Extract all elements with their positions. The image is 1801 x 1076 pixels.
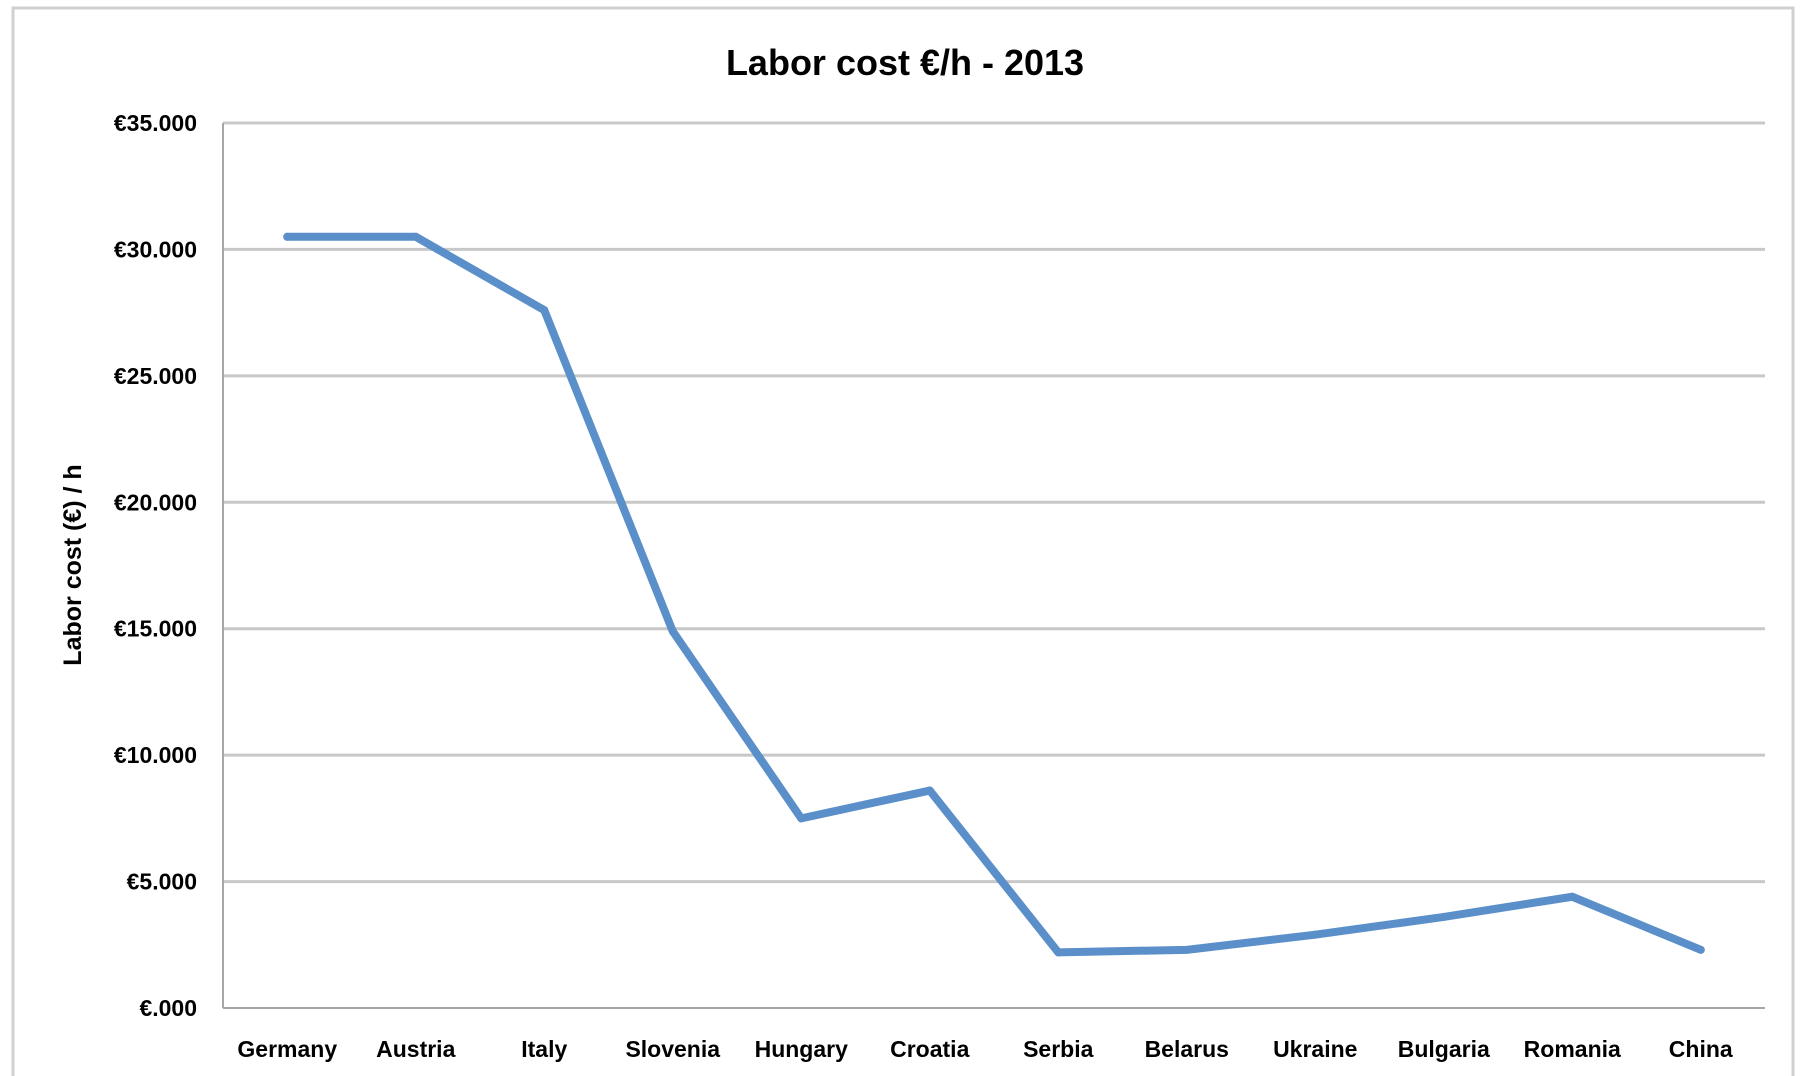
- data-point: [1568, 892, 1577, 901]
- data-point: [925, 786, 934, 795]
- y-tick-labels: €.000 €5.000 €10.000 €15.000 €20.000 €25.000 €…: [114, 110, 197, 1021]
- chart-title: Labor cost €/h - 2013: [726, 42, 1084, 83]
- x-tick-label: Romania: [1524, 1036, 1621, 1062]
- data-point: [1696, 945, 1705, 954]
- x-tick-label: Slovenia: [625, 1036, 720, 1062]
- x-tick-label: Belarus: [1145, 1036, 1229, 1062]
- x-tick-label: Italy: [521, 1036, 567, 1062]
- x-tick-label: Ukraine: [1273, 1036, 1357, 1062]
- data-point: [797, 814, 806, 823]
- data-point: [411, 232, 420, 241]
- x-tick-label: Serbia: [1023, 1036, 1094, 1062]
- y-tick-label: €10.000: [114, 742, 197, 768]
- y-tick-label: €5.000: [127, 869, 197, 895]
- data-point: [1182, 945, 1191, 954]
- y-axis-title: Labor cost (€) / h: [59, 464, 87, 665]
- x-tick-label: Croatia: [890, 1036, 969, 1062]
- y-tick-label: €35.000: [114, 110, 197, 136]
- data-point: [283, 232, 292, 241]
- y-tick-label: €25.000: [114, 363, 197, 389]
- y-tick-label: €30.000: [114, 236, 197, 262]
- data-point: [668, 627, 677, 636]
- x-tick-label: Hungary: [755, 1036, 849, 1062]
- chart-border: [11, 6, 1795, 1076]
- axes: [222, 123, 1765, 1009]
- y-tick-label: €20.000: [114, 489, 197, 515]
- y-tick-label: €15.000: [114, 616, 197, 642]
- y-tick-label: €.000: [139, 995, 197, 1021]
- x-tick-label: Bulgaria: [1398, 1036, 1490, 1062]
- data-point: [1311, 930, 1320, 939]
- x-tick-label: Austria: [376, 1036, 455, 1062]
- x-tick-labels: Germany Austria Italy Slovenia Hungary Croati…: [237, 1036, 1733, 1062]
- x-tick-label: Germany: [237, 1036, 337, 1062]
- data-point: [1439, 912, 1448, 921]
- x-tick-label: China: [1669, 1036, 1733, 1062]
- data-point: [1054, 948, 1063, 957]
- gridlines: [223, 121, 1765, 884]
- series-line: [283, 232, 1705, 957]
- data-point: [540, 306, 549, 315]
- series: [283, 232, 1705, 957]
